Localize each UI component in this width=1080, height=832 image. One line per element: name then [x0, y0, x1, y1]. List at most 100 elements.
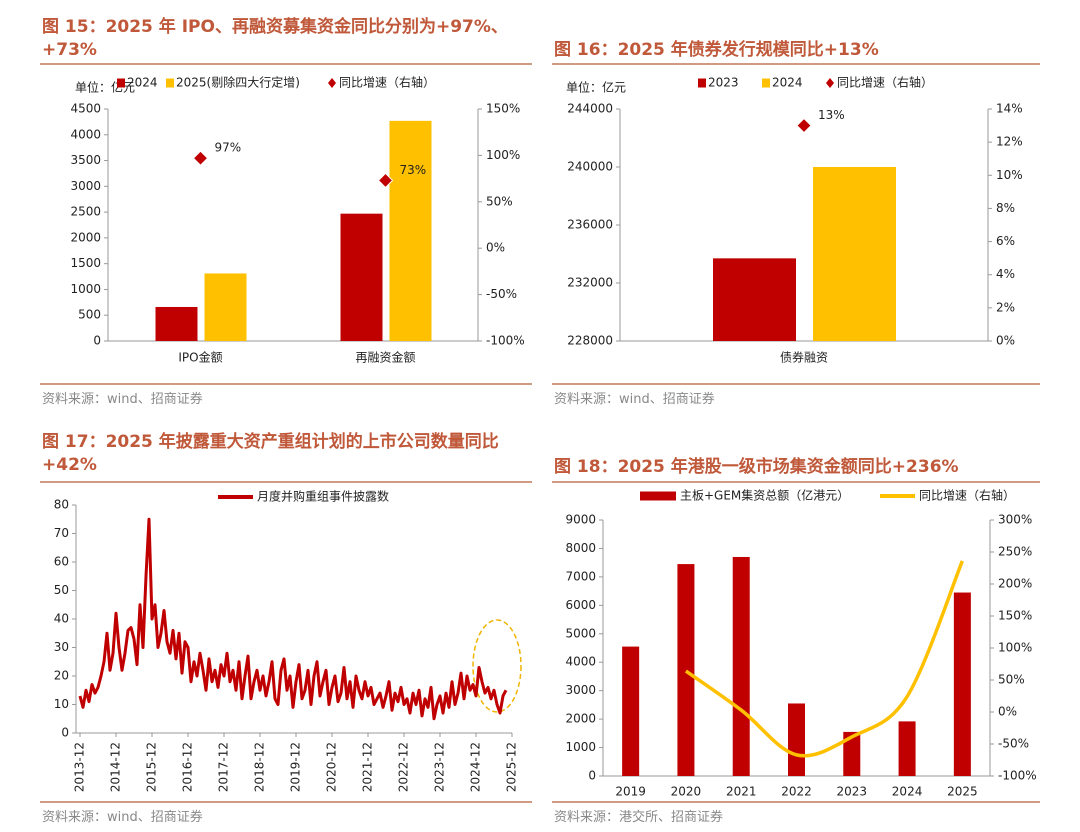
y-tick-label: 236000 — [567, 218, 613, 232]
y2-tick-label: 100% — [486, 148, 520, 162]
bar — [713, 258, 796, 341]
y-tick-label: 2000 — [70, 230, 101, 244]
y-tick-label: 1500 — [70, 256, 101, 270]
chart-title: 图 17：2025 年披露重大资产重组计划的上市公司数量同比+42% — [42, 432, 499, 475]
y-tick-label: 228000 — [567, 334, 613, 348]
diamond-marker — [192, 150, 209, 166]
y2-tick-label: 8% — [996, 201, 1015, 215]
x-tick-label: 2023 — [837, 785, 868, 799]
y2-tick-label: 0% — [998, 705, 1017, 719]
y2-tick-label: -100% — [998, 769, 1037, 783]
bar — [622, 646, 640, 776]
x-tick-label: IPO金额 — [178, 350, 222, 365]
unit-label: 单位：亿元 — [75, 80, 135, 95]
x-tick-label: 2021-12 — [361, 742, 375, 792]
source: 资料来源：wind、招商证券 — [554, 392, 715, 407]
x-tick-label: 2025 — [947, 785, 978, 799]
y2-tick-label: 0% — [996, 334, 1015, 348]
bar — [813, 167, 896, 341]
legend-swatch — [328, 78, 336, 88]
y2-tick-label: 6% — [996, 234, 1015, 248]
y2-tick-label: 14% — [996, 102, 1023, 116]
legend-label: 2024 — [127, 76, 158, 90]
y-tick-label: 1000 — [565, 740, 596, 754]
y-tick-label: 0 — [93, 334, 101, 348]
data-label: 97% — [215, 141, 242, 155]
y2-tick-label: 200% — [998, 577, 1032, 591]
y-tick-label: 20 — [54, 669, 69, 683]
legend-swatch — [166, 78, 174, 88]
x-tick-label: 2015-12 — [145, 742, 159, 792]
legend-label: 月度并购重组事件披露数 — [257, 489, 389, 504]
legend-label: 同比增速（右轴） — [919, 488, 1015, 503]
y-tick-label: 60 — [54, 555, 69, 569]
x-tick-label: 2022-12 — [397, 742, 411, 792]
y-tick-label: 500 — [78, 308, 101, 322]
y-tick-label: 80 — [54, 498, 69, 512]
y2-tick-label: 250% — [998, 545, 1032, 559]
y-tick-label: 3500 — [70, 153, 101, 167]
x-tick-label: 2016-12 — [181, 742, 195, 792]
bar — [843, 731, 861, 776]
legend-swatch — [640, 491, 676, 501]
y-tick-label: 40 — [54, 612, 69, 626]
unit-label: 单位：亿元 — [566, 80, 626, 95]
x-tick-label: 再融资金额 — [355, 350, 415, 365]
y-tick-label: 70 — [54, 526, 69, 540]
bar — [788, 703, 805, 776]
legend-swatch — [698, 78, 706, 88]
x-tick-label: 2013-12 — [73, 742, 87, 792]
y-tick-label: 30 — [54, 640, 69, 654]
bar — [898, 721, 916, 776]
legend-swatch — [762, 78, 770, 88]
y2-tick-label: -100% — [486, 334, 525, 348]
y-tick-label: 10 — [54, 697, 69, 711]
y-tick-label: 232000 — [567, 276, 613, 290]
y-tick-label: 5000 — [565, 626, 596, 640]
y2-tick-label: 100% — [998, 641, 1032, 655]
y2-tick-label: 150% — [486, 102, 520, 116]
y-tick-label: 244000 — [567, 102, 613, 116]
x-tick-label: 2025-12 — [505, 742, 519, 792]
y-tick-label: 2500 — [70, 205, 101, 219]
x-tick-label: 债券融资 — [780, 350, 828, 365]
source: 资料来源：wind、招商证券 — [42, 810, 203, 825]
x-tick-label: 2021 — [726, 785, 757, 799]
data-label: 13% — [818, 108, 845, 122]
y-tick-label: 7000 — [565, 569, 596, 583]
y2-tick-label: 10% — [996, 168, 1023, 182]
chart-title: 图 15：2025 年 IPO、再融资募集资金同比分别为+97%、+73% — [42, 17, 508, 60]
x-tick-label: 2017-12 — [217, 742, 231, 792]
x-tick-label: 2022 — [781, 785, 812, 799]
y-tick-label: 0 — [61, 726, 69, 740]
legend-label: 2025(剔除四大行定增) — [176, 75, 300, 90]
x-tick-label: 2019-12 — [289, 742, 303, 792]
bar — [340, 213, 383, 341]
diamond-marker — [796, 117, 812, 134]
line — [78, 517, 508, 721]
y-tick-label: 9000 — [565, 513, 596, 527]
source: 资料来源：wind、招商证券 — [42, 392, 203, 407]
x-tick-label: 2024 — [892, 785, 923, 799]
x-tick-label: 2023-12 — [433, 742, 447, 792]
y-tick-label: 50 — [54, 583, 69, 597]
y-tick-label: 6000 — [565, 598, 596, 612]
bar — [155, 306, 198, 341]
legend-swatch — [117, 78, 125, 88]
bar — [732, 556, 750, 776]
x-tick-label: 2014-12 — [109, 742, 123, 792]
bar — [677, 564, 695, 776]
diamond-marker — [377, 172, 394, 189]
chart-title: 图 18：2025 年港股一级市场集资金额同比+236% — [554, 457, 959, 477]
y2-tick-label: 4% — [996, 267, 1015, 281]
x-tick-label: 2020 — [671, 785, 702, 799]
line — [684, 560, 964, 758]
y-tick-label: 3000 — [70, 179, 101, 193]
bar — [389, 120, 432, 341]
y-tick-label: 1000 — [70, 282, 101, 296]
x-tick-label: 2024-12 — [469, 742, 483, 792]
legend-label: 同比增速（右轴） — [837, 75, 933, 90]
y-tick-label: 4000 — [565, 655, 596, 669]
